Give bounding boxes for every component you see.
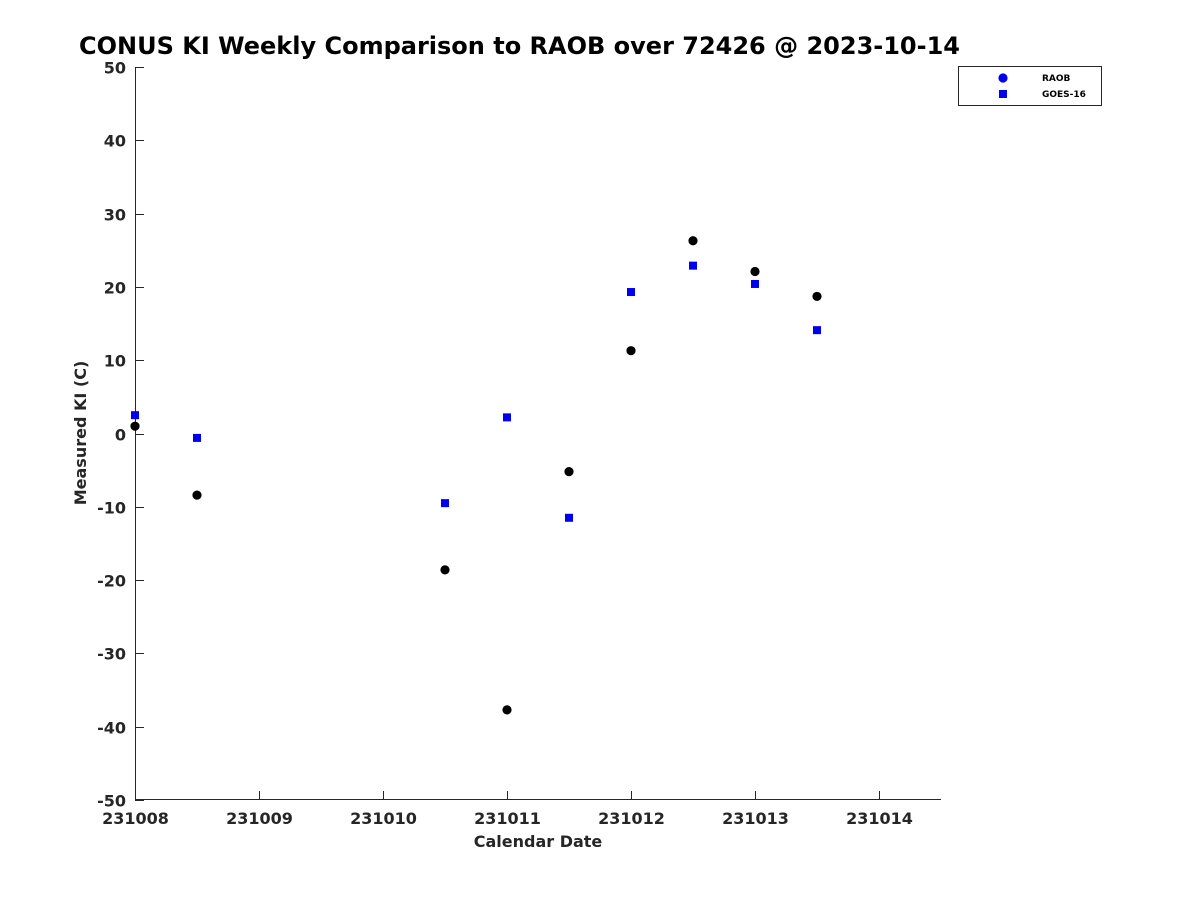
legend-items: RAOB GOES-16 bbox=[998, 73, 1086, 100]
y-tick-label: -10 bbox=[97, 499, 126, 518]
legend-label: GOES-16 bbox=[1042, 90, 1086, 100]
x-tick-label: 231008 bbox=[102, 809, 169, 828]
legend-box bbox=[958, 66, 1102, 106]
raob-point bbox=[502, 705, 512, 715]
x-tick-label: 231011 bbox=[474, 809, 541, 828]
x-tick-label: 231013 bbox=[722, 809, 789, 828]
goes-16-point bbox=[565, 513, 573, 522]
goes-16-point bbox=[751, 279, 759, 288]
raob-point bbox=[750, 266, 760, 277]
raob-point bbox=[130, 421, 140, 431]
legend: RAOB GOES-16 bbox=[958, 66, 1102, 106]
y-tick-label: 50 bbox=[104, 59, 126, 78]
y-tick-label: 20 bbox=[104, 279, 126, 298]
y-tick-label: -50 bbox=[97, 792, 126, 811]
y-tick-label: 30 bbox=[104, 206, 126, 225]
raob-point bbox=[688, 236, 698, 246]
raob-point bbox=[192, 490, 202, 500]
x-tick-label: 231014 bbox=[846, 809, 913, 828]
chart-title: CONUS KI Weekly Comparison to RAOB over … bbox=[79, 32, 960, 60]
goes-16-point bbox=[441, 499, 449, 508]
x-axis-label: Calendar Date bbox=[474, 832, 603, 851]
goes-16-point bbox=[503, 413, 511, 422]
y-tick-label: -40 bbox=[97, 719, 126, 738]
y-tick-label: 0 bbox=[115, 426, 126, 445]
goes-16-point bbox=[627, 288, 635, 297]
goes-16-point bbox=[813, 326, 821, 335]
raob-point bbox=[812, 291, 822, 302]
raob-point bbox=[626, 346, 636, 356]
y-tick-label: 40 bbox=[104, 132, 126, 151]
x-ticks: 231008 231009 231010 231011 231012 231013 2310… bbox=[102, 791, 913, 828]
x-tick-label: 231009 bbox=[226, 809, 293, 828]
x-tick-label: 231010 bbox=[350, 809, 417, 828]
data-markers bbox=[130, 236, 822, 715]
legend-label: RAOB bbox=[1042, 74, 1071, 84]
raob-point bbox=[564, 467, 574, 477]
goes-16-point bbox=[131, 411, 139, 420]
raob-point bbox=[440, 565, 450, 575]
goes-16-point bbox=[193, 433, 201, 442]
legend-marker-raob bbox=[998, 73, 1008, 83]
legend-marker-goes-16 bbox=[999, 90, 1007, 98]
y-axis-label: Measured KI (C) bbox=[71, 361, 90, 506]
goes-16-point bbox=[689, 261, 697, 270]
y-tick-label: 10 bbox=[104, 352, 126, 371]
y-ticks: 50 40 30 20 10 0 -10 -20 -30 -40 -50 bbox=[97, 59, 144, 811]
y-tick-label: -20 bbox=[97, 572, 126, 591]
y-tick-label: -30 bbox=[97, 645, 126, 664]
x-tick-label: 231012 bbox=[598, 809, 665, 828]
